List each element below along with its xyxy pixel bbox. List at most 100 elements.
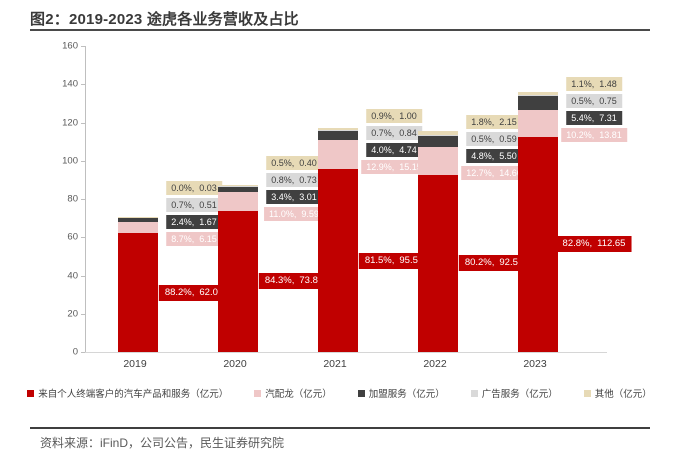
legend-label: 汽配龙（亿元） xyxy=(265,389,332,400)
data-label-value: 6.15 xyxy=(199,234,217,245)
x-axis-category-label: 2020 xyxy=(223,358,247,370)
data-label-pct: 0.8%, xyxy=(271,174,295,185)
data-label: 0.5%, 0.40 xyxy=(266,155,322,170)
data-label: 0.5%, 0.59 xyxy=(466,131,522,146)
data-label-value: 15.15 xyxy=(399,161,422,172)
data-label-value: 5.50 xyxy=(499,150,517,161)
data-label-pct: 81.5%, xyxy=(364,254,395,266)
data-label-pct: 8.7%, xyxy=(171,234,195,245)
data-label-value: 62.04 xyxy=(199,286,224,298)
y-axis-line xyxy=(85,46,86,352)
data-label: 3.4%, 3.01 xyxy=(266,189,322,204)
data-label-pct: 4.8%, xyxy=(471,150,495,161)
data-label: 0.7%, 0.84 xyxy=(366,125,422,140)
data-label: 8.7%, 6.15 xyxy=(166,232,222,247)
y-axis-tick-label: 160 xyxy=(62,40,78,52)
title-divider xyxy=(30,29,650,31)
data-label: 12.7%, 14.66 xyxy=(461,165,527,180)
data-label-value: 0.73 xyxy=(299,174,317,185)
data-label-value: 0.59 xyxy=(499,133,517,144)
legend-label: 来自个人终端客户的汽车产品和服务（亿元） xyxy=(38,389,229,400)
y-axis-tick-label: 80 xyxy=(67,193,78,205)
data-label-pct: 88.2%, xyxy=(164,286,195,298)
bar-segment xyxy=(418,146,458,175)
data-label-pct: 84.3%, xyxy=(264,275,295,287)
y-axis-tick xyxy=(81,313,85,315)
legend-swatch xyxy=(357,389,365,397)
data-label-value: 1.00 xyxy=(399,110,417,121)
data-label-value: 0.40 xyxy=(299,157,317,168)
data-label-value: 7.31 xyxy=(599,113,617,124)
data-label: 84.3%, 73.81 xyxy=(258,273,330,290)
data-label-value: 4.74 xyxy=(399,144,417,155)
data-label-value: 1.48 xyxy=(599,79,617,90)
legend-item: 汽配龙（亿元） xyxy=(254,386,332,400)
data-label-value: 73.81 xyxy=(299,275,324,287)
bar-segment xyxy=(318,140,358,170)
data-label-value: 0.75 xyxy=(599,96,617,107)
y-axis-tick xyxy=(81,275,85,277)
bar-segment xyxy=(518,110,558,137)
data-label-value: 112.65 xyxy=(597,238,626,250)
data-label-pct: 0.5%, xyxy=(571,96,595,107)
bar-segment xyxy=(218,185,258,187)
y-axis-tick xyxy=(81,122,85,124)
legend-item: 其他（亿元） xyxy=(583,386,652,400)
legend-item: 来自个人终端客户的汽车产品和服务（亿元） xyxy=(27,386,228,400)
data-label: 4.0%, 4.74 xyxy=(366,142,422,157)
data-label: 81.5%, 95.51 xyxy=(358,252,430,269)
bar-segment xyxy=(418,136,458,147)
stacked-bar-chart: 0 20 40 60 80 100 120 140 160 2019 88.2%, 62.04 8.7%… xyxy=(0,34,679,374)
data-label: 82.8%, 112.65 xyxy=(556,236,632,253)
data-label-pct: 3.4%, xyxy=(271,191,295,202)
y-axis-tick xyxy=(81,352,85,353)
legend-swatch xyxy=(583,389,591,397)
y-axis-tick xyxy=(81,46,85,47)
bar-segment xyxy=(418,174,458,352)
bar-segment xyxy=(218,192,258,211)
data-label-pct: 12.9%, xyxy=(366,161,395,172)
bar-segment xyxy=(318,169,358,352)
data-label-pct: 0.5%, xyxy=(271,157,295,168)
legend-label: 广告服务（亿元） xyxy=(481,389,558,400)
y-axis-tick xyxy=(81,84,85,86)
data-label-pct: 80.2%, xyxy=(464,257,495,269)
y-axis-tick-label: 0 xyxy=(72,346,78,358)
bar-segment xyxy=(418,135,458,137)
y-axis-tick-label: 120 xyxy=(62,117,78,128)
bar-segment xyxy=(118,221,158,234)
legend-label: 加盟服务（亿元） xyxy=(368,389,445,400)
bar-segment xyxy=(318,131,358,141)
data-label-value: 1.67 xyxy=(199,217,217,228)
bar-segment xyxy=(518,96,558,111)
data-label-value: 2.15 xyxy=(499,116,517,127)
data-label: 80.2%, 92.56 xyxy=(458,255,530,272)
data-label: 1.8%, 2.15 xyxy=(466,114,522,129)
chart-title: 图2：2019-2023 途虎各业务营收及占比 xyxy=(30,11,299,28)
data-label-value: 0.51 xyxy=(199,200,217,211)
bar-segment xyxy=(318,129,358,132)
bar-segment xyxy=(518,136,558,352)
bar-segment xyxy=(218,184,258,186)
data-label-pct: 0.0%, xyxy=(171,183,195,194)
data-label-value: 0.03 xyxy=(199,183,217,194)
x-axis-category-label: 2021 xyxy=(323,358,347,370)
data-label: 0.0%, 0.03 xyxy=(166,181,222,196)
data-label-pct: 0.7%, xyxy=(371,127,395,138)
data-label-pct: 11.0%, xyxy=(269,208,297,219)
bar-segment xyxy=(418,131,458,136)
data-label: 2.4%, 1.67 xyxy=(166,215,222,230)
data-label: 4.8%, 5.50 xyxy=(466,148,522,163)
data-label-pct: 82.8%, xyxy=(562,238,593,250)
y-axis-tick-label: 60 xyxy=(67,231,78,243)
chart-legend: 来自个人终端客户的汽车产品和服务（亿元） 汽配龙（亿元） 加盟服务（亿元） 广告服务（… xyxy=(0,386,679,400)
data-label: 0.7%, 0.51 xyxy=(166,198,222,213)
bar-segment xyxy=(118,218,158,222)
bar-segment xyxy=(518,94,558,97)
data-label-value: 13.81 xyxy=(599,130,622,141)
data-label-pct: 5.4%, xyxy=(571,113,595,124)
data-label: 0.9%, 1.00 xyxy=(366,108,422,123)
data-label-pct: 0.5%, xyxy=(471,133,495,144)
legend-item: 加盟服务（亿元） xyxy=(357,386,445,400)
